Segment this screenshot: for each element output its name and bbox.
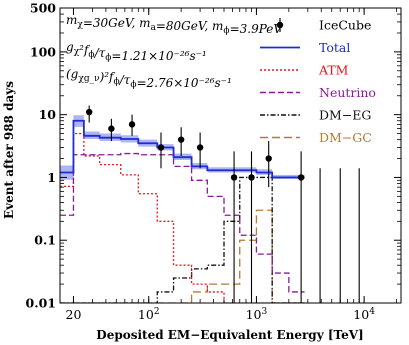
x-tick-label-1: 102 bbox=[138, 307, 160, 322]
icecube-point-6 bbox=[230, 174, 238, 181]
total-uncertainty-band bbox=[60, 115, 305, 180]
icecube-point-5 bbox=[196, 144, 204, 151]
y-tick-label-5: 500 bbox=[30, 1, 56, 16]
icecube-point-1 bbox=[108, 125, 115, 132]
legend-label-icecube: IceCube bbox=[319, 18, 371, 33]
series-neutrino bbox=[60, 152, 305, 293]
y-tick-label-4: 100 bbox=[30, 44, 56, 59]
annotation-coupling-chi-nu: (gχg_ν)²fϕ/τϕ=2.76×10⁻²⁶s⁻¹ bbox=[66, 67, 232, 90]
icecube-point-9 bbox=[297, 174, 305, 181]
y-tick-label-3: 10 bbox=[39, 107, 57, 122]
icecube-point-7 bbox=[248, 174, 255, 181]
legend-label-dm-eg: DM−EG bbox=[319, 108, 371, 123]
x-tick-label-2: 103 bbox=[246, 307, 268, 322]
series-atm bbox=[60, 132, 305, 303]
series-total bbox=[60, 119, 305, 179]
series-dm-eg bbox=[60, 176, 305, 303]
icecube-point-4 bbox=[177, 136, 185, 143]
legend-label-dm-gc: DM−GC bbox=[319, 130, 372, 145]
legend-label-total: Total bbox=[319, 40, 350, 55]
icecube-point-2 bbox=[128, 121, 136, 128]
x-axis-label: Deposited EM−Equivalent Energy [TeV] bbox=[96, 328, 363, 342]
y-tick-label-2: 1 bbox=[47, 170, 56, 185]
legend-label-atm: ATM bbox=[318, 63, 349, 78]
icecube-point-3 bbox=[157, 144, 165, 151]
icecube-point-8 bbox=[265, 155, 272, 162]
annotation-block: mχ=30GeV, ma=80GeV, mϕ=3.9PeV gχ²fϕ/τϕ=1… bbox=[66, 13, 283, 90]
y-tick-label-1: 0.1 bbox=[34, 233, 56, 248]
legend-swatch-icecube bbox=[276, 21, 284, 29]
legend-label-neutrino: Neutrino bbox=[319, 85, 376, 100]
y-axis-label: Event after 988 days bbox=[2, 81, 16, 219]
icecube-point-0 bbox=[85, 108, 93, 116]
annotation-coupling-chi: gχ²fϕ/τϕ=1.21×10⁻²⁶s⁻¹ bbox=[66, 40, 207, 63]
series-dm-gc bbox=[60, 209, 305, 303]
annotation-masses: mχ=30GeV, ma=80GeV, mϕ=3.9PeV bbox=[66, 13, 283, 36]
x-tick-label-0: 20 bbox=[66, 307, 82, 322]
legend: IceCube Total ATM Neutrino DM−EG DM−GC bbox=[260, 18, 376, 145]
y-tick-label-0: 0.01 bbox=[26, 296, 56, 311]
x-tick-label-3: 104 bbox=[353, 307, 375, 322]
plot-frame bbox=[59, 7, 402, 304]
